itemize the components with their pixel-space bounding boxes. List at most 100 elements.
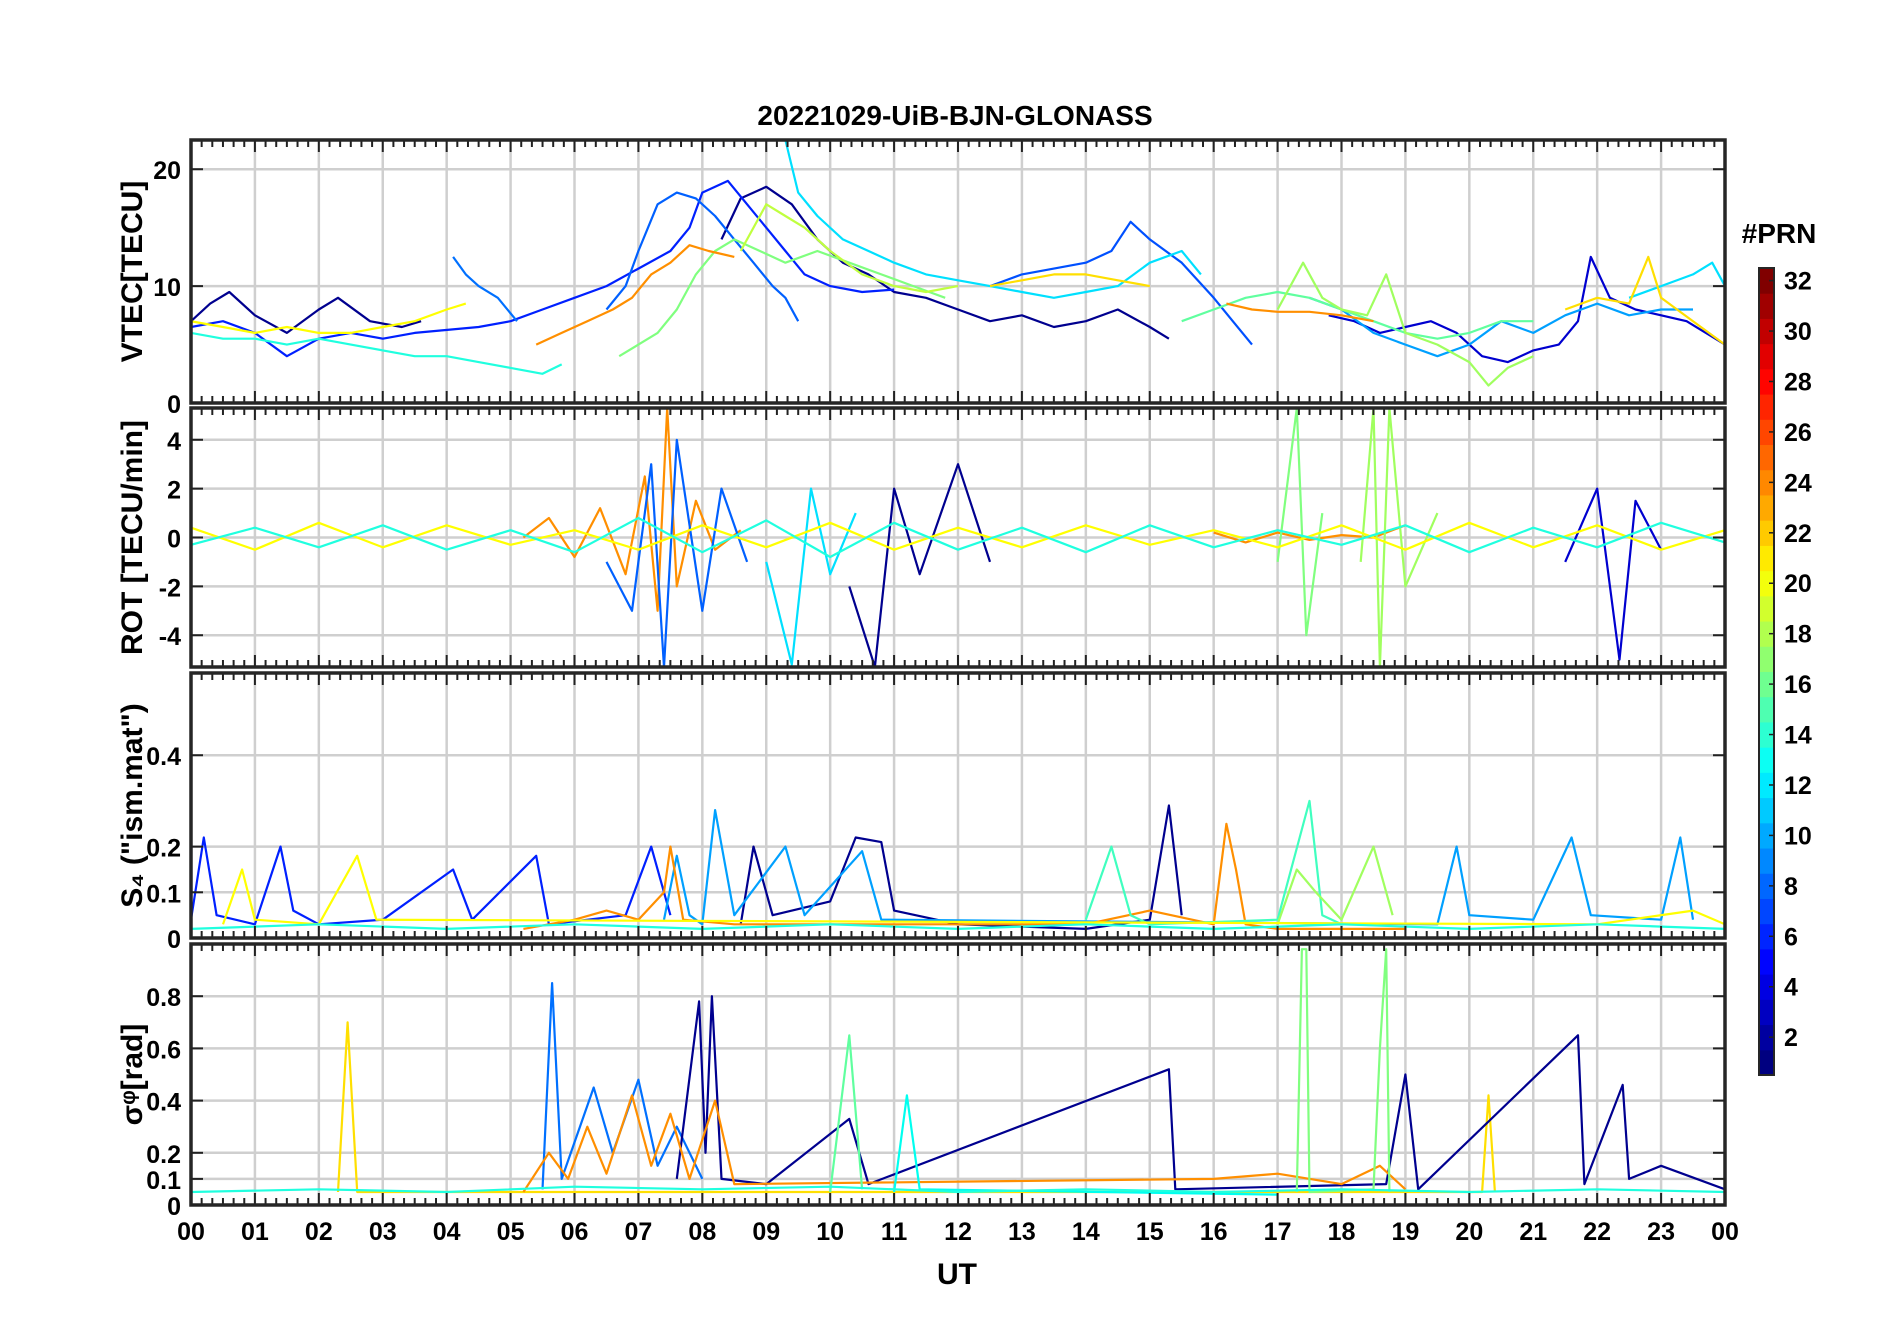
x-tick-label: 16: [1200, 1218, 1228, 1246]
colorbar-segment: [1759, 494, 1774, 521]
axes-frame: [189, 942, 1727, 1207]
series-line-prn-14: [191, 331, 563, 375]
series-line-prn-10: [662, 808, 1695, 926]
colorbar-tick-label: 4: [1784, 974, 1798, 1002]
series-line-prn-14: [191, 516, 1725, 559]
x-tick-label: 20: [1455, 1218, 1483, 1246]
colorbar-segment: [1759, 822, 1774, 849]
colorbar-segment: [1759, 570, 1774, 597]
colorbar-tick-label: 6: [1784, 923, 1798, 951]
x-tick-label: 00: [1711, 1218, 1739, 1246]
series-line-prn-14: [191, 1185, 1725, 1194]
y-tick-label: 0: [167, 391, 181, 419]
series-line-prn-12: [1628, 261, 1725, 299]
series-line-prn-6: [605, 191, 800, 322]
series-line-prn-8: [452, 256, 518, 322]
series-line-prn-13: [893, 1094, 1278, 1196]
series-line-prn-2: [191, 290, 422, 334]
colorbar-segment: [1759, 444, 1774, 471]
series-line-prn-19: [739, 203, 959, 294]
x-tick-label: 17: [1264, 1218, 1292, 1246]
y-tick-label: -2: [159, 574, 181, 602]
x-tick-label: 06: [561, 1218, 589, 1246]
colorbar-tick-label: 30: [1784, 318, 1812, 346]
colorbar-segment: [1759, 268, 1774, 294]
x-tick-label: 04: [433, 1218, 461, 1246]
x-tick-label: 13: [1008, 1218, 1036, 1246]
x-axis-label: UT: [937, 1258, 977, 1291]
y-tick-label: 0.2: [146, 1141, 181, 1169]
x-tick-label: 05: [497, 1218, 525, 1246]
axes-frame: [189, 671, 1727, 940]
x-tick-label: 07: [625, 1218, 653, 1246]
colorbar-segment: [1759, 873, 1774, 899]
colorbar-segment: [1759, 923, 1774, 950]
x-tick-label: 23: [1647, 1218, 1675, 1246]
colorbar-segment: [1759, 974, 1774, 1000]
colorbar-tick-label: 14: [1784, 722, 1812, 750]
colorbar-tick-label: 12: [1784, 772, 1812, 800]
colorbar-segment: [1759, 318, 1774, 345]
colorbar-segment: [1759, 646, 1774, 672]
colorbar-segment: [1759, 1049, 1774, 1076]
series-line-prn-24: [535, 244, 735, 346]
x-tick-label: 02: [305, 1218, 333, 1246]
colorbar-segment: [1759, 545, 1774, 572]
y-tick-label: -4: [159, 623, 181, 651]
series-line-prn-21: [336, 1021, 1496, 1194]
y-tick-label: 20: [153, 157, 181, 185]
colorbar-segment: [1759, 721, 1774, 748]
series-line-prn-21: [989, 273, 1150, 288]
colorbar-segment: [1759, 419, 1774, 446]
x-tick-label: 09: [752, 1218, 780, 1246]
x-tick-label: 22: [1583, 1218, 1611, 1246]
series-group: [191, 948, 1725, 1196]
series-line-prn-18: [1276, 845, 1394, 925]
colorbar-tick-label: 18: [1784, 621, 1812, 649]
colorbar-tick-label: 10: [1784, 822, 1812, 850]
colorbar-segment: [1759, 772, 1774, 799]
x-tick-label: 03: [369, 1218, 397, 1246]
colorbar-segment: [1759, 1024, 1774, 1051]
colorbar-tick-label: 2: [1784, 1024, 1798, 1052]
colorbar-segment: [1759, 293, 1774, 319]
x-tick-label: 21: [1519, 1218, 1547, 1246]
series-line-prn-2: [848, 463, 992, 667]
figure-title: 20221029-UiB-BJN-GLONASS: [757, 100, 1152, 131]
x-tick-label: 14: [1072, 1218, 1100, 1246]
series-line-prn-21: [1564, 255, 1725, 346]
colorbar-segment: [1759, 621, 1774, 647]
x-tick-label: 11: [881, 1218, 908, 1246]
series-line-prn-18: [1359, 408, 1439, 667]
series-line-prn-16: [1181, 290, 1534, 340]
x-tick-label: 01: [241, 1218, 269, 1246]
series-group: [191, 408, 1725, 667]
colorbar-segment: [1759, 948, 1774, 975]
colorbar-segment: [1759, 671, 1774, 698]
colorbar-tick-label: 24: [1784, 469, 1812, 497]
y-axis-label: σᵠ[rad]: [116, 1024, 149, 1126]
panel-sigma_phi: 00.10.2 0.4 0.6 0.8 σᵠ[rad] 00 01 02 03 04 05 06 07 0…: [116, 942, 1739, 1246]
x-tick-label: 08: [688, 1218, 716, 1246]
y-tick-label: 0: [167, 926, 181, 954]
series-line-prn-24: [1226, 302, 1374, 323]
series-line-prn-17: [618, 238, 946, 358]
x-tick-label: 15: [1136, 1218, 1164, 1246]
y-tick-label: 0.6: [146, 1036, 181, 1064]
x-tick-label: 18: [1328, 1218, 1356, 1246]
colorbar-tick-label: 22: [1784, 520, 1812, 548]
y-tick-label: 0: [167, 1193, 181, 1221]
series-line-prn-12: [784, 140, 1202, 299]
series-line-prn-2: [720, 185, 1170, 340]
y-tick-label: 2: [167, 477, 181, 505]
colorbar-segment: [1759, 999, 1774, 1026]
colorbar-tick-label: 16: [1784, 671, 1812, 699]
y-tick-label: 0.8: [146, 984, 181, 1012]
colorbar-segment: [1759, 394, 1774, 420]
colorbar-segment: [1759, 595, 1774, 622]
y-axis-label: VTEC[TECU]: [116, 181, 149, 363]
